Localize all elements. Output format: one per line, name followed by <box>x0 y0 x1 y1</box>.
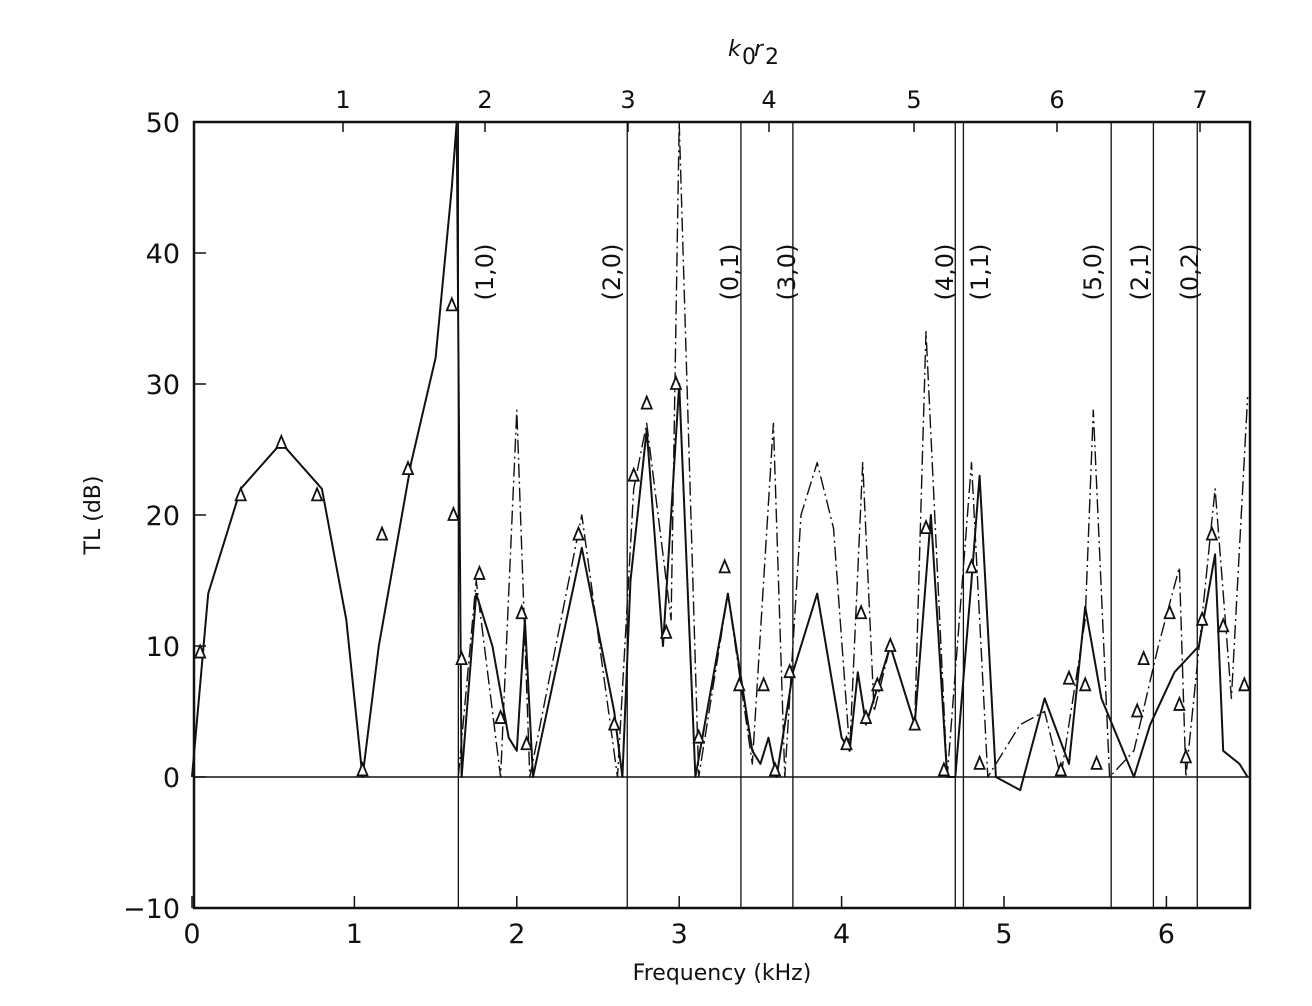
triangle-marker <box>274 433 288 449</box>
mode-label: (3,0) <box>773 244 801 301</box>
mode-cutoff-lines: (1,0) (2,0) (0,1) (3,0) (4,0) (1,1) (5,0) (2,1)… <box>457 122 1204 908</box>
top-tick-label: 5 <box>906 86 921 114</box>
top-tick-label: 6 <box>1049 86 1064 114</box>
top-title-k: k <box>728 37 742 62</box>
x-tick-label: 1 <box>346 919 363 950</box>
triangle-marker <box>669 374 683 390</box>
triangle-marker <box>718 558 732 574</box>
triangle-marker <box>640 394 654 410</box>
top-tick-label: 4 <box>761 86 776 114</box>
triangle-marker <box>1205 525 1219 541</box>
y-tick-label: 20 <box>146 501 180 532</box>
triangle-marker <box>1090 754 1103 770</box>
triangle-marker <box>1216 617 1230 633</box>
triangle-marker <box>1078 675 1092 692</box>
triangle-marker <box>870 675 884 692</box>
triangle-marker <box>854 603 868 620</box>
measured-points <box>193 296 1251 777</box>
mode-label: (0,1) <box>716 244 744 301</box>
x-tick-label: 4 <box>833 919 850 950</box>
triangle-marker <box>520 734 533 751</box>
top-title-r: r <box>754 37 765 62</box>
y-tick-label: 30 <box>146 370 180 401</box>
triangle-marker <box>1062 669 1076 685</box>
top-title-sub0: 0 <box>742 45 756 70</box>
mode-label: (2,1) <box>1126 244 1154 301</box>
x-tick-label: 2 <box>508 919 525 950</box>
triangle-marker <box>1137 649 1151 665</box>
triangle-marker <box>234 486 248 502</box>
triangle-marker <box>310 486 324 502</box>
triangle-marker <box>607 715 621 731</box>
triangle-marker <box>1054 761 1068 777</box>
y-tick-label: 40 <box>146 239 180 270</box>
top-tick-label: 3 <box>620 86 635 114</box>
top-axis-title: k 0 r 2 <box>728 37 779 70</box>
x-axis-title: Frequency (kHz) <box>633 961 812 986</box>
mode-label: (1,1) <box>966 244 994 301</box>
triangle-marker <box>859 708 873 724</box>
triangle-marker <box>445 296 459 312</box>
mode-label: (2,0) <box>598 244 626 301</box>
mode-label: (5,0) <box>1079 244 1107 301</box>
y-tick-label: 10 <box>146 632 180 663</box>
triangle-marker <box>401 459 415 476</box>
x-tick-label: 6 <box>1158 919 1175 950</box>
mode-label: (1,0) <box>471 244 499 301</box>
triangle-marker <box>692 728 706 744</box>
triangle-marker <box>1163 603 1176 620</box>
plot-frame <box>192 120 1252 910</box>
top-title-sub2: 2 <box>765 45 779 70</box>
triangle-marker <box>659 623 673 639</box>
triangle-marker <box>973 754 986 770</box>
triangle-marker <box>447 505 460 521</box>
triangle-marker <box>572 525 585 541</box>
triangle-marker <box>783 662 796 679</box>
axis-ticks <box>191 121 1201 909</box>
triangle-marker <box>1130 702 1144 718</box>
curves <box>191 121 1249 792</box>
triangle-marker <box>883 636 897 652</box>
triangle-marker <box>757 675 770 692</box>
top-tick-label: 1 <box>335 86 350 114</box>
top-tick-label: 7 <box>1192 86 1207 114</box>
triangle-marker <box>965 558 978 574</box>
triangle-marker <box>732 675 746 692</box>
x-tick-label: 3 <box>671 919 688 950</box>
y-axis-title: TL (dB) <box>81 476 106 556</box>
triangle-marker <box>1179 748 1193 764</box>
top-tick-label: 2 <box>477 86 492 114</box>
triangle-marker <box>455 649 468 665</box>
triangle-marker <box>494 708 507 724</box>
triangle-marker <box>515 603 529 620</box>
triangle-marker <box>768 761 782 777</box>
triangle-marker <box>919 518 933 534</box>
mode-label: (0,2) <box>1176 244 1204 301</box>
x-tick-label: 0 <box>183 919 200 950</box>
y-tick-label: −10 <box>123 894 180 925</box>
triangle-marker <box>1195 610 1209 626</box>
triangle-marker <box>627 466 641 482</box>
theory-dashdot-curve <box>457 121 1249 778</box>
triangle-marker <box>375 525 389 541</box>
mode-label: (4,0) <box>931 244 959 301</box>
x-tick-label: 5 <box>995 919 1012 950</box>
plot-border <box>192 120 1252 910</box>
triangle-marker <box>473 564 486 580</box>
y-tick-label: 0 <box>163 763 180 794</box>
triangle-marker <box>840 734 853 751</box>
triangle-marker <box>908 715 922 731</box>
y-tick-label: 50 <box>146 108 180 139</box>
triangle-marker <box>1173 695 1186 711</box>
triangle-marker <box>1238 675 1251 692</box>
triangle-marker <box>937 761 951 777</box>
triangle-marker <box>356 761 369 777</box>
triangle-marker <box>193 643 207 659</box>
